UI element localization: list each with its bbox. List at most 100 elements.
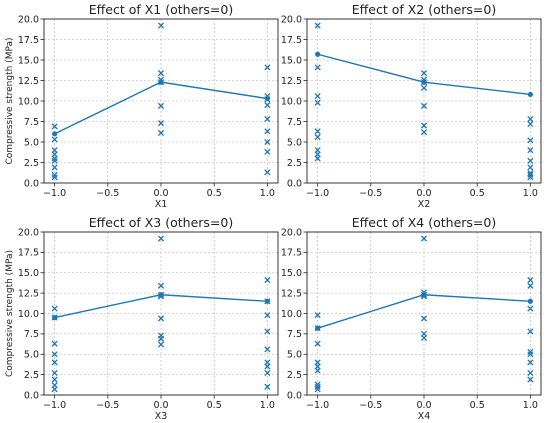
y-tick-label: 10.0	[281, 96, 302, 107]
y-tick-label: 7.5	[287, 117, 302, 128]
scatter-point	[157, 282, 165, 289]
scatter-point	[314, 99, 321, 106]
scatter-point	[264, 64, 271, 71]
scatter-point	[527, 348, 534, 355]
scatter-point	[51, 157, 58, 164]
x-tick-label: −0.5	[96, 188, 119, 199]
y-axis-label: Compressive strength (MPa)	[5, 37, 15, 164]
y-tick-label: 0.0	[287, 390, 302, 401]
scatter-point	[314, 367, 321, 374]
scatter-point	[51, 340, 58, 347]
scatter-point	[51, 171, 58, 178]
y-tick-label: 15.0	[281, 268, 302, 279]
scatter-point	[420, 76, 428, 83]
scatter-point	[157, 70, 165, 77]
y-tick-label: 2.5	[287, 158, 302, 169]
x-tick-label: 1.0	[260, 188, 275, 199]
x-tick-label: −1.0	[43, 400, 66, 411]
scatter-point	[420, 315, 428, 322]
y-tick-label: 7.5	[24, 117, 39, 128]
y-tick-label: 7.5	[287, 329, 302, 340]
y-tick-label: 2.5	[24, 158, 39, 169]
x-tick-label: −0.5	[96, 400, 119, 411]
scatter-point	[314, 325, 321, 332]
scatter-point	[264, 102, 271, 109]
scatter-point	[264, 346, 271, 353]
scatter-point	[527, 147, 534, 154]
y-tick-label: 17.5	[281, 248, 302, 259]
y-tick-label: 12.5	[281, 76, 302, 87]
scatter-point	[314, 386, 321, 393]
scatter-point	[157, 341, 165, 348]
x-axis-label: X1	[155, 199, 168, 210]
scatter-point	[157, 335, 165, 342]
scatter-point	[264, 298, 271, 305]
scatter-point	[157, 235, 165, 242]
scatter-point	[527, 157, 534, 164]
y-tick-label: 5.0	[24, 137, 39, 148]
scatter-point	[527, 171, 534, 178]
y-tick-label: 5.0	[24, 350, 39, 361]
mean-line	[54, 294, 268, 319]
scatter-point	[264, 363, 271, 370]
scatter-point	[527, 369, 534, 377]
y-tick-label: 0.0	[24, 178, 39, 189]
scatter-point	[264, 383, 271, 390]
y-tick-label: 20.0	[18, 14, 39, 25]
scatter-point	[527, 376, 534, 383]
scatter-point	[527, 282, 534, 289]
y-tick-label: 20.0	[18, 227, 39, 238]
x-axis-label: X3	[155, 411, 168, 419]
mean-point	[315, 51, 321, 57]
subplot-4: −1.0 −0.5 0.0 0.5 1.0 0.0 2.5 5.0 7.5 10.0 12.5 15.…	[281, 215, 542, 422]
x-tick-label: 0.0	[416, 400, 431, 411]
scatter-point	[314, 155, 321, 162]
y-tick-label: 17.5	[18, 248, 39, 259]
subplot-1: −1.0 −0.5 0.0 0.5 1.0 0.0 2.5 5.0 7.5 10.0 12.5 15.…	[5, 2, 279, 210]
x-tick-label: −0.5	[359, 400, 382, 411]
scatter-point	[264, 96, 271, 103]
y-tick-label: 20.0	[281, 14, 302, 25]
scatter-point	[527, 359, 534, 366]
scatter-point	[157, 79, 165, 86]
y-tick-label: 15.0	[18, 55, 39, 66]
scatter-point	[527, 164, 534, 171]
y-tick-label: 15.0	[18, 268, 39, 279]
scatter-point	[264, 138, 271, 146]
scatter-point	[527, 115, 534, 123]
scatter-point	[264, 169, 271, 176]
y-tick-label: 17.5	[18, 35, 39, 46]
scatter-point	[51, 369, 58, 377]
chart-title: Effect of X2 (others=0)	[352, 2, 496, 17]
chart-title: Effect of X4 (others=0)	[352, 215, 496, 230]
scatter-point	[51, 359, 58, 366]
scatter-point	[157, 129, 165, 137]
scatter-point	[264, 328, 271, 335]
scatter-point	[51, 174, 58, 181]
y-tick-label: 10.0	[18, 309, 39, 320]
y-tick-label: 12.5	[18, 76, 39, 87]
chart-title: Effect of X1 (others=0)	[89, 2, 233, 17]
x-tick-label: −1.0	[306, 400, 329, 411]
y-tick-label: 0.0	[24, 390, 39, 401]
scatter-point	[157, 102, 165, 109]
scatter-point	[420, 102, 428, 109]
x-tick-label: −1.0	[306, 188, 329, 199]
scatter-point	[51, 351, 58, 358]
x-tick-label: 0.0	[153, 400, 168, 411]
y-tick-label: 10.0	[281, 309, 302, 320]
scatter-point	[264, 128, 271, 135]
chart-title: Effect of X3 (others=0)	[89, 215, 233, 230]
scatter-point	[314, 64, 321, 71]
scatter-point	[420, 291, 428, 298]
scatter-point	[157, 293, 165, 300]
y-tick-label: 10.0	[18, 96, 39, 107]
mean-line	[317, 294, 531, 329]
y-tick-label: 12.5	[18, 288, 39, 299]
y-tick-label: 0.0	[287, 178, 302, 189]
scatter-point	[51, 305, 58, 312]
scatter-point	[157, 315, 165, 322]
mean-point	[52, 131, 58, 137]
